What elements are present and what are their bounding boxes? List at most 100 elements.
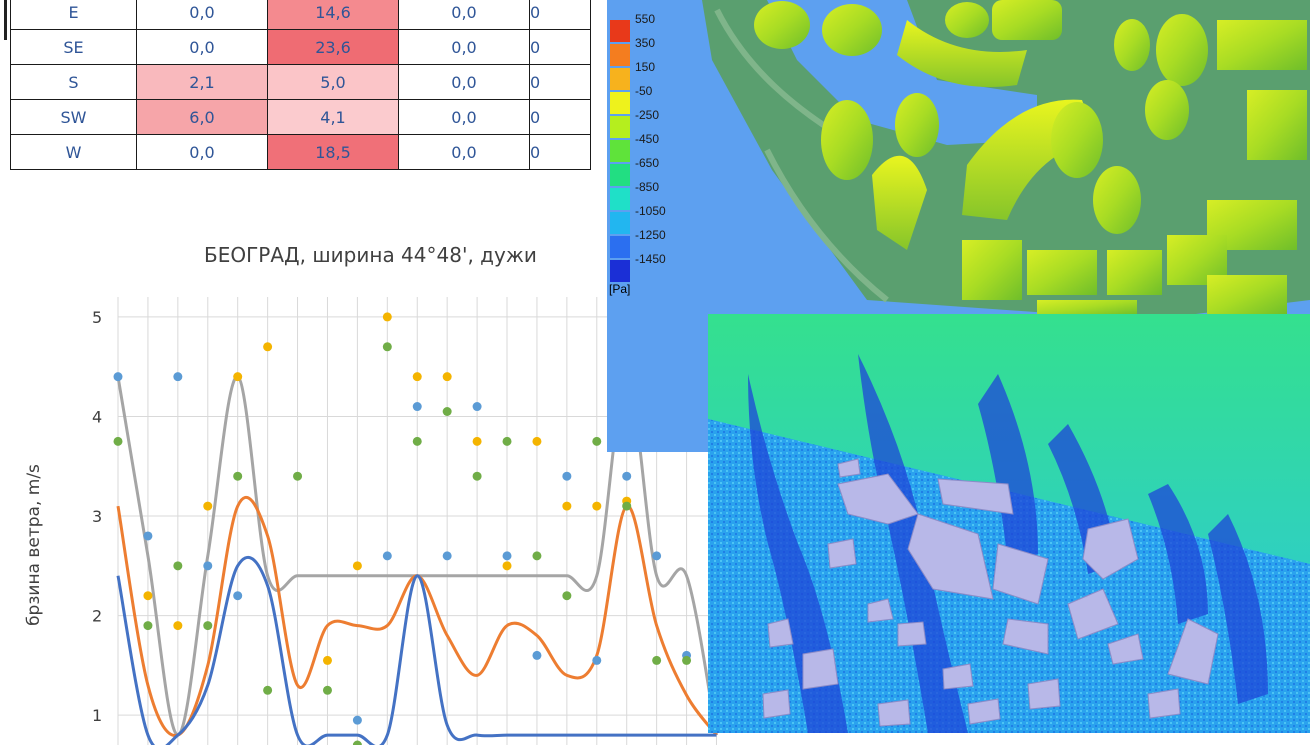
data-point	[562, 591, 572, 601]
legend-label: -1050	[635, 204, 666, 218]
direction-cell: E	[10, 0, 137, 30]
legend-label: -250	[635, 108, 660, 122]
legend-swatch	[610, 140, 630, 162]
table-row: W 0,0 18,5 0,0 0	[10, 134, 591, 170]
data-point	[442, 372, 452, 382]
data-point	[502, 551, 512, 561]
value-cell: 4,1	[267, 99, 399, 135]
y-tick-label: 5	[92, 308, 102, 327]
legend-swatch	[610, 44, 630, 66]
data-point	[143, 621, 153, 631]
data-point	[532, 650, 542, 660]
legend-swatch	[610, 116, 630, 138]
data-point	[143, 531, 153, 541]
legend-swatch	[610, 20, 630, 42]
chart-title: БЕОГРАД, ширина 44°48', дужи	[204, 243, 537, 267]
data-point	[472, 402, 482, 412]
data-point	[352, 561, 362, 571]
legend-label: -450	[635, 132, 660, 146]
data-point	[562, 471, 572, 481]
value-cell: 23,6	[267, 29, 399, 65]
data-point	[472, 471, 482, 481]
data-point	[233, 471, 243, 481]
y-tick-label: 1	[92, 706, 102, 725]
pressure-legend-unit: [Pa]	[609, 282, 631, 296]
value-cell: 18,5	[267, 134, 399, 170]
y-tick-label: 4	[92, 407, 102, 426]
data-point	[263, 342, 273, 352]
building-block	[754, 0, 1307, 315]
data-point	[592, 436, 602, 446]
data-point	[143, 591, 153, 601]
table-row: SE 0,0 23,6 0,0 0	[10, 29, 591, 65]
data-point	[113, 436, 123, 446]
wind-flow-simulation-panel	[708, 314, 1310, 733]
legend-label: -650	[635, 156, 660, 170]
legend-label: -50	[635, 84, 653, 98]
data-point	[532, 551, 542, 561]
value-cell: 0,0	[136, 29, 268, 65]
direction-cell: W	[10, 134, 137, 170]
series-line-1	[116, 496, 718, 737]
data-point	[442, 407, 452, 416]
y-tick-label: 2	[92, 607, 102, 626]
wind-speed-chart: 1 2 3 4 5 БЕОГРАД, ширина 44°48', дужи брзин…	[0, 215, 720, 745]
data-point	[412, 402, 422, 412]
direction-cell: SW	[10, 99, 137, 135]
data-point	[233, 372, 243, 382]
value-cell: 0	[529, 134, 591, 170]
value-cell: 0	[529, 99, 591, 135]
value-cell: 6,0	[136, 99, 268, 135]
table-row: S 2,1 5,0 0,0 0	[10, 64, 591, 100]
data-point	[682, 655, 692, 665]
data-point	[382, 342, 392, 352]
value-cell: 0	[529, 0, 591, 30]
data-point	[592, 655, 602, 665]
value-cell: 0	[529, 64, 591, 100]
value-cell: 0,0	[398, 64, 530, 100]
data-point	[532, 436, 542, 446]
data-point	[173, 621, 183, 631]
value-cell: 0,0	[136, 134, 268, 170]
data-point	[502, 436, 512, 446]
y-tick-label: 3	[92, 507, 102, 526]
legend-label: 550	[635, 12, 656, 26]
legend-swatch	[610, 212, 630, 234]
value-cell: 0,0	[398, 99, 530, 135]
data-point	[592, 501, 602, 511]
data-point	[203, 621, 213, 631]
legend-label: 150	[635, 60, 656, 74]
legend-swatch	[610, 164, 630, 186]
data-point	[412, 372, 422, 382]
legend-label: -1450	[635, 252, 666, 266]
legend-label: -1250	[635, 228, 666, 242]
data-point	[233, 591, 243, 601]
legend-swatch	[610, 236, 630, 258]
legend-swatch	[610, 188, 630, 210]
data-point	[502, 561, 512, 571]
direction-cell: S	[10, 64, 137, 100]
legend-swatch	[610, 92, 630, 114]
data-point	[412, 436, 422, 446]
pressure-3d-view	[702, 0, 1310, 320]
value-cell: 0,0	[398, 134, 530, 170]
wind-flow-view	[708, 314, 1310, 733]
data-point	[652, 655, 662, 665]
value-cell: 0	[529, 29, 591, 65]
value-cell: 2,1	[136, 64, 268, 100]
data-point	[173, 561, 183, 571]
data-point	[113, 372, 123, 382]
value-cell: 5,0	[267, 64, 399, 100]
data-point	[382, 551, 392, 561]
value-cell: 0,0	[136, 0, 268, 30]
table-row: E 0,0 14,6 0,0 0	[10, 0, 591, 30]
data-point	[622, 471, 632, 481]
legend-swatch	[610, 260, 630, 282]
table-row: SW 6,0 4,1 0,0 0	[10, 99, 591, 135]
value-cell: 14,6	[267, 0, 399, 30]
data-point	[263, 685, 273, 695]
legend-label: 350	[635, 36, 656, 50]
chart-y-axis-label: брзина ветра, m/s	[24, 464, 44, 626]
building-footprint	[762, 458, 1219, 727]
data-point	[472, 436, 482, 446]
